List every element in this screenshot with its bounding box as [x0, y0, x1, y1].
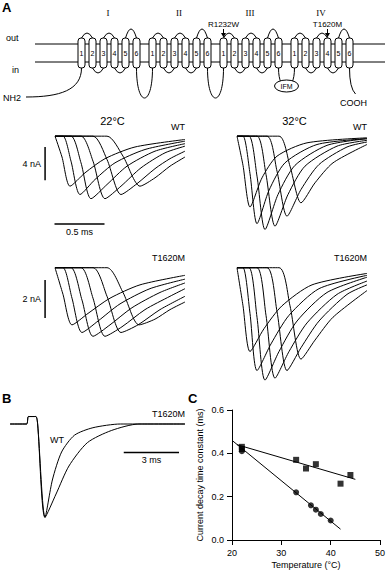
svg-text:0.5 ms: 0.5 ms [66, 227, 94, 237]
svg-text:1: 1 [80, 50, 84, 57]
svg-text:5: 5 [337, 50, 341, 57]
svg-text:3: 3 [173, 50, 177, 57]
svg-text:6: 6 [277, 50, 281, 57]
svg-text:III: III [246, 8, 255, 18]
svg-text:2: 2 [91, 50, 95, 57]
svg-text:R1232W: R1232W [208, 20, 240, 29]
svg-text:2 nA: 2 nA [23, 294, 42, 304]
svg-text:3: 3 [315, 50, 319, 57]
svg-text:1: 1 [222, 50, 226, 57]
svg-text:0.4: 0.4 [211, 448, 224, 458]
svg-text:22°C: 22°C [100, 115, 125, 127]
svg-text:3 ms: 3 ms [142, 455, 162, 465]
svg-text:4: 4 [326, 50, 330, 57]
svg-text:NH2: NH2 [3, 93, 21, 103]
svg-text:6: 6 [135, 50, 139, 57]
svg-text:T1620M: T1620M [313, 20, 343, 29]
svg-text:5: 5 [124, 50, 128, 57]
svg-text:I: I [107, 8, 110, 18]
svg-text:IV: IV [316, 8, 326, 18]
svg-text:20: 20 [227, 548, 237, 558]
svg-text:B: B [2, 391, 11, 406]
svg-text:6: 6 [206, 50, 210, 57]
svg-text:out: out [6, 33, 19, 43]
svg-text:6: 6 [348, 50, 352, 57]
svg-text:4 nA: 4 nA [23, 159, 42, 169]
svg-text:II: II [176, 8, 182, 18]
svg-text:2: 2 [162, 50, 166, 57]
svg-text:COOH: COOH [340, 98, 367, 108]
svg-text:A: A [2, 0, 12, 15]
svg-text:3: 3 [102, 50, 106, 57]
svg-text:in: in [12, 65, 19, 75]
svg-text:4: 4 [184, 50, 188, 57]
svg-text:5: 5 [266, 50, 270, 57]
svg-text:T1620M: T1620M [334, 253, 367, 263]
svg-text:0.0: 0.0 [211, 535, 224, 545]
svg-text:2: 2 [304, 50, 308, 57]
svg-text:30: 30 [276, 548, 286, 558]
svg-text:3: 3 [244, 50, 248, 57]
svg-text:40: 40 [326, 548, 336, 558]
svg-text:2: 2 [233, 50, 237, 57]
svg-text:IFM: IFM [280, 83, 292, 90]
svg-text:1: 1 [293, 50, 297, 57]
svg-text:1: 1 [151, 50, 155, 57]
svg-text:Temperature (°C): Temperature (°C) [271, 560, 340, 570]
svg-text:WT: WT [50, 435, 64, 445]
svg-text:50: 50 [375, 548, 385, 558]
svg-text:T1620M: T1620M [152, 409, 185, 419]
svg-text:4: 4 [255, 50, 259, 57]
svg-text:5: 5 [195, 50, 199, 57]
svg-text:0.2: 0.2 [211, 492, 224, 502]
svg-text:T1620M: T1620M [152, 253, 185, 263]
svg-text:4: 4 [113, 50, 117, 57]
svg-text:WT: WT [171, 122, 185, 132]
svg-text:Current decay time constant (m: Current decay time constant (ms) [195, 408, 205, 541]
svg-text:32°C: 32°C [282, 115, 307, 127]
svg-text:C: C [188, 391, 198, 406]
svg-text:WT: WT [353, 122, 367, 132]
svg-text:0.6: 0.6 [211, 405, 224, 415]
